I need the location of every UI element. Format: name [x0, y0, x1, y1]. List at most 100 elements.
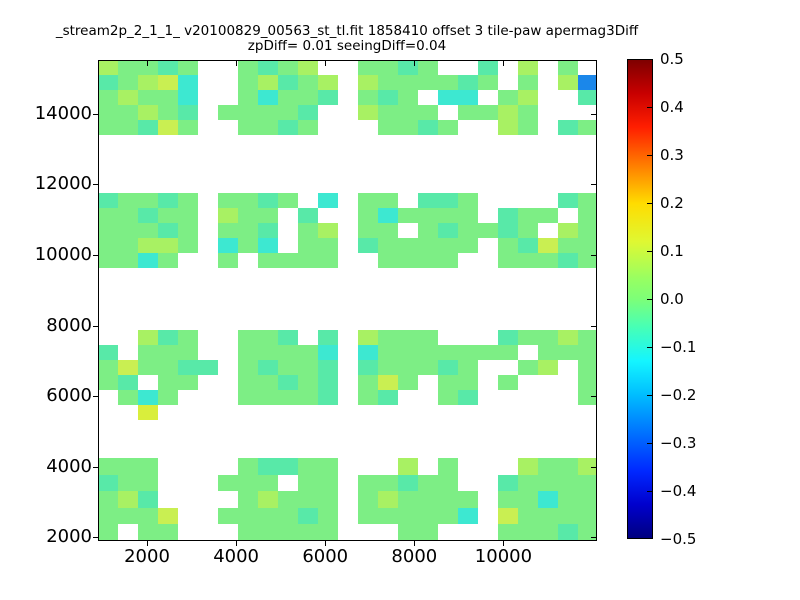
- heatmap-cell: [418, 208, 438, 223]
- heatmap-cell: [458, 507, 478, 524]
- y-tick: [93, 537, 98, 539]
- heatmap-cell: [558, 223, 578, 238]
- colorbar-tick: [647, 107, 652, 108]
- heatmap-cell: [138, 405, 158, 420]
- heatmap-cell: [138, 491, 158, 508]
- heatmap-cell: [258, 253, 278, 268]
- heatmap-cell: [258, 507, 278, 524]
- heatmap-cell: [558, 120, 578, 135]
- heatmap-cell: [298, 507, 318, 524]
- heatmap-cell: [138, 360, 158, 375]
- heatmap-cell: [98, 208, 118, 223]
- heatmap-cell: [418, 330, 438, 345]
- heatmap-cell: [158, 105, 178, 120]
- heatmap-cell: [178, 238, 198, 253]
- heatmap-cell: [358, 193, 378, 208]
- heatmap-cell: [278, 375, 298, 390]
- heatmap-cell: [258, 105, 278, 120]
- heatmap-cell: [298, 360, 318, 375]
- heatmap-cell: [298, 253, 318, 268]
- heatmap-cell: [278, 458, 298, 475]
- heatmap-cell: [138, 120, 158, 135]
- heatmap-cell: [378, 238, 398, 253]
- heatmap-cell: [398, 238, 418, 253]
- heatmap-cell: [518, 90, 538, 105]
- heatmap-cell: [518, 474, 538, 491]
- heatmap-cell: [98, 120, 118, 135]
- heatmap-cell: [578, 507, 597, 524]
- heatmap-cell: [118, 458, 138, 475]
- heatmap-cell: [398, 75, 418, 90]
- heatmap-cell: [518, 253, 538, 268]
- heatmap-cell: [498, 223, 518, 238]
- heatmap-cell: [278, 345, 298, 360]
- colorbar-tick-label: 0.0: [660, 290, 684, 308]
- heatmap-cell: [398, 474, 418, 491]
- heatmap-cell: [378, 120, 398, 135]
- heatmap-cell: [238, 208, 258, 223]
- heatmap-cell: [98, 105, 118, 120]
- heatmap-cell: [158, 120, 178, 135]
- heatmap-cell: [318, 345, 338, 360]
- heatmap-cell: [558, 474, 578, 491]
- heatmap-cell: [258, 120, 278, 135]
- heatmap-cell: [438, 390, 458, 405]
- heatmap-cell: [238, 60, 258, 75]
- heatmap-cell: [278, 491, 298, 508]
- heatmap-cell: [298, 120, 318, 135]
- heatmap-cell: [138, 208, 158, 223]
- heatmap-cell: [258, 193, 278, 208]
- heatmap-plot-area: [98, 60, 597, 541]
- x-tick-label: 4000: [213, 546, 260, 567]
- y-tick-right: [591, 113, 596, 115]
- heatmap-cell: [398, 345, 418, 360]
- heatmap-cell: [258, 458, 278, 475]
- heatmap-cell: [278, 75, 298, 90]
- colorbar-tick-label: 0.4: [660, 98, 684, 116]
- heatmap-cell: [238, 330, 258, 345]
- colorbar-tick-label: 0.1: [660, 242, 684, 260]
- heatmap-cell: [298, 390, 318, 405]
- colorbar-tick-label: 0.5: [660, 50, 684, 68]
- heatmap-cell: [318, 375, 338, 390]
- heatmap-cell: [318, 491, 338, 508]
- heatmap-cell: [578, 208, 597, 223]
- heatmap-cell: [418, 507, 438, 524]
- heatmap-cell: [398, 330, 418, 345]
- heatmap-cell: [258, 360, 278, 375]
- heatmap-cell: [218, 208, 238, 223]
- heatmap-cell: [178, 90, 198, 105]
- heatmap-cell: [238, 360, 258, 375]
- heatmap-cell: [458, 238, 478, 253]
- heatmap-cell: [418, 360, 438, 375]
- heatmap-cell: [238, 390, 258, 405]
- heatmap-cell: [138, 105, 158, 120]
- y-tick: [93, 396, 98, 398]
- y-tick-label: 6000: [46, 385, 92, 407]
- colorbar-tick: [647, 347, 652, 348]
- heatmap-cell: [238, 491, 258, 508]
- heatmap-cell: [418, 223, 438, 238]
- colorbar-tick-label: −0.4: [660, 482, 697, 500]
- heatmap-cell: [98, 345, 118, 360]
- heatmap-cell: [478, 345, 498, 360]
- y-tick-right: [591, 255, 596, 256]
- heatmap-cell: [518, 208, 538, 223]
- heatmap-cell: [438, 75, 458, 90]
- heatmap-cell: [398, 375, 418, 390]
- heatmap-cell: [278, 105, 298, 120]
- y-tick-label: 4000: [46, 455, 92, 477]
- heatmap-cell: [218, 253, 238, 268]
- heatmap-cell: [378, 491, 398, 508]
- heatmap-cell: [578, 390, 597, 405]
- heatmap-cell: [378, 75, 398, 90]
- heatmap-cell: [538, 360, 558, 375]
- heatmap-cell: [358, 507, 378, 524]
- x-tick-label: 8000: [391, 546, 438, 567]
- heatmap-cell: [378, 330, 398, 345]
- heatmap-cell: [298, 60, 318, 75]
- colorbar-tick: [647, 251, 652, 252]
- heatmap-cell: [418, 193, 438, 208]
- heatmap-cell: [298, 474, 318, 491]
